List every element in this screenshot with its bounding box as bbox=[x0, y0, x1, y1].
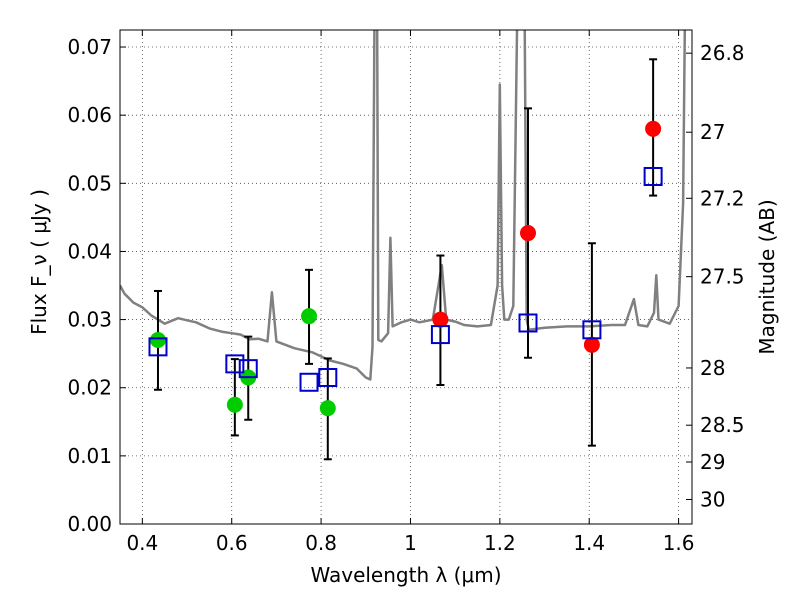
x-tick-label-4: 1.2 bbox=[484, 531, 516, 555]
point-square-2-6 bbox=[518, 313, 538, 333]
x-tick-label-2: 0.8 bbox=[305, 531, 337, 555]
point-circle-1-2 bbox=[583, 336, 600, 353]
y2-tick-label-7: 30 bbox=[700, 487, 725, 511]
y-tick-label-1: 0.01 bbox=[67, 444, 112, 468]
point-square-2-8 bbox=[643, 166, 663, 186]
y-axis-label: Flux F_ν ( μJy ) bbox=[27, 189, 51, 335]
plot-background bbox=[120, 30, 692, 524]
y-tick-label-2: 0.02 bbox=[67, 376, 112, 400]
y2-axis-ticks: 26.8 27 27.2 27.5 28 28.5 29 30 bbox=[686, 41, 745, 511]
x-tick-label-0: 0.4 bbox=[126, 531, 158, 555]
x-tick-label-1: 0.6 bbox=[216, 531, 248, 555]
point-square-2-7 bbox=[582, 320, 602, 340]
y-tick-label-3: 0.03 bbox=[67, 308, 112, 332]
y-tick-label-0: 0.00 bbox=[67, 512, 112, 536]
y2-tick-label-4: 28 bbox=[700, 356, 725, 380]
point-square-2-3 bbox=[299, 372, 319, 392]
data-points bbox=[148, 120, 663, 417]
point-square-2-4 bbox=[318, 368, 338, 388]
y2-tick-label-0: 26.8 bbox=[700, 41, 745, 65]
x-tick-label-3: 1 bbox=[404, 531, 417, 555]
y-tick-label-4: 0.04 bbox=[67, 239, 112, 263]
point-square-2-1 bbox=[225, 354, 245, 374]
y-tick-label-5: 0.05 bbox=[67, 171, 112, 195]
x-axis-ticks: 0.4 0.6 0.8 1 1.2 1.4 1.6 bbox=[126, 30, 695, 555]
point-circle-1-3 bbox=[645, 120, 662, 137]
template-spectrum bbox=[120, 30, 687, 381]
y-axis-ticks: 0.00 0.01 0.02 0.03 0.04 0.05 0.06 0.07 bbox=[67, 35, 126, 536]
y2-tick-label-6: 29 bbox=[700, 450, 725, 474]
point-square-2-5 bbox=[430, 325, 450, 345]
y2-tick-label-5: 28.5 bbox=[700, 413, 745, 437]
point-circle-1-1 bbox=[519, 225, 536, 242]
y-tick-label-7: 0.07 bbox=[67, 35, 112, 59]
point-circle-1-0 bbox=[432, 311, 449, 328]
y-tick-label-6: 0.06 bbox=[67, 103, 112, 127]
y2-axis-label: Magnitude (AB) bbox=[755, 199, 779, 354]
y2-tick-label-1: 27 bbox=[700, 120, 725, 144]
point-square-2-2 bbox=[238, 359, 258, 379]
grid-lines bbox=[120, 30, 692, 524]
point-circle-0-0 bbox=[149, 332, 166, 349]
x-axis-label: Wavelength λ (μm) bbox=[310, 563, 501, 587]
y2-tick-label-3: 27.5 bbox=[700, 265, 745, 289]
point-circle-0-4 bbox=[319, 400, 336, 417]
point-circle-0-3 bbox=[301, 308, 318, 325]
spectrum-line bbox=[120, 30, 687, 381]
point-circle-0-1 bbox=[226, 396, 243, 413]
x-tick-label-5: 1.4 bbox=[573, 531, 605, 555]
point-square-2-0 bbox=[148, 337, 168, 357]
y2-tick-label-2: 27.2 bbox=[700, 186, 745, 210]
x-tick-label-6: 1.6 bbox=[663, 531, 695, 555]
